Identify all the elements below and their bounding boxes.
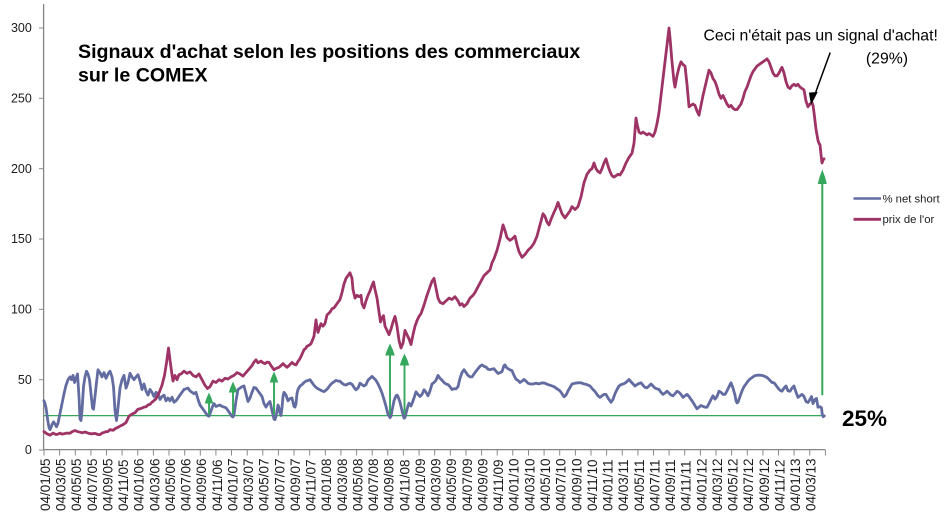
svg-text:04/11/08: 04/11/08 — [397, 459, 412, 511]
svg-text:04/01/10: 04/01/10 — [507, 458, 522, 511]
svg-text:200: 200 — [11, 162, 32, 176]
svg-text:04/05/07: 04/05/07 — [257, 458, 272, 511]
svg-text:50: 50 — [18, 373, 32, 387]
svg-text:04/01/05: 04/01/05 — [38, 458, 53, 511]
svg-text:04/03/05: 04/03/05 — [54, 458, 69, 511]
svg-text:sur le COMEX: sur le COMEX — [78, 64, 208, 86]
svg-text:0: 0 — [25, 443, 32, 457]
svg-text:04/07/08: 04/07/08 — [366, 458, 381, 511]
svg-text:04/03/07: 04/03/07 — [241, 458, 256, 511]
svg-text:04/07/11: 04/07/11 — [647, 459, 662, 511]
svg-text:04/09/07: 04/09/07 — [288, 458, 303, 511]
svg-text:04/03/12: 04/03/12 — [710, 458, 725, 511]
svg-text:04/03/08: 04/03/08 — [335, 458, 350, 511]
svg-text:04/05/12: 04/05/12 — [726, 458, 741, 511]
svg-text:300: 300 — [11, 21, 32, 35]
svg-text:04/03/11: 04/03/11 — [616, 459, 631, 511]
svg-text:04/05/05: 04/05/05 — [69, 458, 84, 511]
svg-text:04/07/06: 04/07/06 — [179, 458, 194, 511]
svg-text:04/11/09: 04/11/09 — [491, 459, 506, 511]
svg-text:prix de l'or: prix de l'or — [883, 214, 935, 226]
svg-text:04/11/12: 04/11/12 — [772, 459, 787, 511]
svg-text:04/03/13: 04/03/13 — [804, 458, 819, 511]
svg-text:04/09/05: 04/09/05 — [100, 458, 115, 511]
svg-text:Signaux d'achat selon les posi: Signaux d'achat selon les positions des … — [78, 41, 580, 63]
svg-text:250: 250 — [11, 92, 32, 106]
svg-text:04/11/11: 04/11/11 — [679, 460, 694, 511]
svg-text:04/01/11: 04/01/11 — [601, 459, 616, 511]
svg-text:04/05/08: 04/05/08 — [351, 458, 366, 511]
svg-text:100: 100 — [11, 303, 32, 317]
svg-text:04/01/12: 04/01/12 — [694, 458, 709, 511]
svg-text:04/11/10: 04/11/10 — [585, 459, 600, 511]
svg-text:150: 150 — [11, 232, 32, 246]
svg-text:04/01/09: 04/01/09 — [413, 458, 428, 511]
svg-text:04/09/11: 04/09/11 — [663, 459, 678, 511]
svg-text:04/03/06: 04/03/06 — [147, 458, 162, 511]
svg-text:04/11/07: 04/11/07 — [304, 459, 319, 511]
svg-text:04/09/09: 04/09/09 — [476, 458, 491, 511]
svg-text:04/05/09: 04/05/09 — [444, 458, 459, 511]
svg-text:04/09/10: 04/09/10 — [569, 458, 584, 511]
svg-text:04/07/10: 04/07/10 — [554, 458, 569, 511]
svg-text:04/05/06: 04/05/06 — [163, 458, 178, 511]
svg-text:(29%): (29%) — [866, 51, 908, 68]
svg-text:04/07/07: 04/07/07 — [272, 458, 287, 511]
svg-text:04/09/06: 04/09/06 — [194, 458, 209, 511]
svg-text:04/07/12: 04/07/12 — [741, 458, 756, 511]
svg-text:04/01/07: 04/01/07 — [225, 458, 240, 511]
svg-text:04/11/06: 04/11/06 — [210, 459, 225, 511]
svg-text:04/03/09: 04/03/09 — [429, 458, 444, 511]
svg-text:04/01/13: 04/01/13 — [788, 458, 803, 511]
svg-text:04/07/09: 04/07/09 — [460, 458, 475, 511]
svg-text:04/11/05: 04/11/05 — [116, 459, 131, 511]
svg-text:04/09/12: 04/09/12 — [757, 458, 772, 511]
svg-text:04/05/11: 04/05/11 — [632, 459, 647, 511]
svg-text:04/05/10: 04/05/10 — [538, 458, 553, 511]
svg-text:04/07/05: 04/07/05 — [85, 458, 100, 511]
svg-text:04/03/10: 04/03/10 — [522, 458, 537, 511]
svg-text:04/09/08: 04/09/08 — [382, 458, 397, 511]
svg-text:% net short: % net short — [883, 193, 941, 205]
svg-text:04/01/08: 04/01/08 — [319, 458, 334, 511]
svg-text:04/01/06: 04/01/06 — [132, 458, 147, 511]
svg-text:25%: 25% — [842, 406, 887, 431]
svg-text:Ceci n'était pas un signal d'a: Ceci n'était pas un signal d'achat! — [704, 28, 938, 45]
